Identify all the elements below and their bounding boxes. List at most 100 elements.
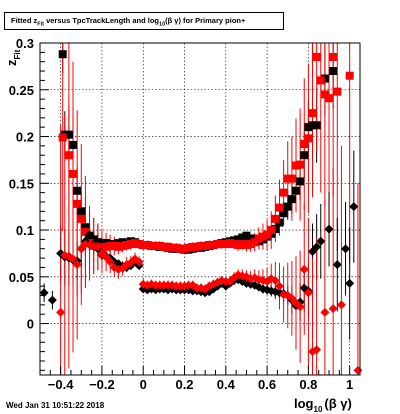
black-diamond-point — [341, 244, 351, 254]
black-square-point — [275, 218, 284, 227]
red-diamond-point — [274, 281, 284, 291]
black-diamond-point — [345, 278, 355, 288]
red-square-point — [73, 199, 82, 208]
error-bars — [43, 43, 359, 375]
red-square-point — [246, 240, 255, 249]
black-diamond-point — [349, 202, 359, 212]
black-diamond-point — [324, 224, 334, 234]
black-square-point — [271, 225, 280, 234]
black-square-point — [304, 123, 313, 132]
red-square-point — [238, 240, 247, 249]
black-square-point — [312, 121, 321, 130]
red-square-point — [64, 151, 73, 160]
red-square-point — [300, 140, 309, 149]
red-square-point — [102, 242, 111, 251]
red-square-point — [217, 240, 226, 249]
red-diamond-point — [336, 300, 346, 310]
y-tick-label: 0.3 — [16, 36, 34, 51]
red-square-point — [151, 241, 160, 250]
black-square-point — [279, 209, 288, 218]
y-tick-label: 0.05 — [9, 270, 34, 285]
black-square-point — [329, 67, 338, 76]
y-axis-label: zFit — [4, 49, 22, 66]
red-square-point — [316, 76, 325, 85]
red-square-point — [320, 90, 329, 99]
x-tick-label: 0 — [140, 377, 147, 392]
red-square-point — [325, 94, 334, 103]
red-square-point — [69, 169, 78, 178]
red-diamond-point — [328, 304, 338, 314]
red-square-point — [176, 244, 185, 253]
red-square-point — [188, 242, 197, 251]
red-square-point — [221, 240, 230, 249]
red-square-point — [242, 241, 251, 250]
red-square-point — [271, 214, 280, 223]
black-square-point — [81, 223, 90, 232]
red-square-point — [234, 241, 243, 250]
axis-ticks — [40, 42, 351, 375]
red-square-point — [180, 244, 189, 253]
black-square-point — [234, 235, 243, 244]
red-square-point — [192, 242, 201, 251]
plot-frame — [39, 42, 361, 376]
black-square-point — [69, 140, 78, 149]
black-square-point — [287, 195, 296, 204]
black-diamond-point — [85, 230, 95, 240]
red-square-point — [275, 203, 284, 212]
red-square-point — [312, 53, 321, 62]
red-diamond-point — [312, 345, 322, 355]
black-square-point — [242, 231, 251, 240]
red-square-point — [333, 87, 342, 96]
red-square-point — [106, 241, 115, 250]
y-tick-label: 0.2 — [16, 130, 34, 145]
black-diamond-point — [316, 236, 326, 246]
x-tick-label: −0.4 — [48, 377, 74, 392]
data-markers — [39, 50, 363, 375]
red-square-point — [201, 241, 210, 250]
y-tick-label: 0.15 — [9, 176, 34, 191]
x-tick-label: 0.8 — [299, 377, 317, 392]
red-diamond-point — [72, 260, 82, 270]
y-tick-label: 0.1 — [16, 223, 34, 238]
red-square-point — [130, 239, 139, 248]
y-tick-labels: 0 0.05 0.1 0.15 0.2 0.25 0.3 — [9, 36, 34, 332]
black-diamond-point — [312, 242, 322, 252]
red-square-point — [143, 241, 152, 250]
red-square-point — [184, 243, 193, 252]
black-diamond-point — [250, 280, 260, 290]
red-diamond-point — [93, 242, 103, 252]
red-square-point — [147, 241, 156, 250]
red-square-point — [329, 53, 338, 62]
black-square-point — [73, 186, 82, 195]
black-diamond-point — [332, 260, 342, 270]
red-square-point — [77, 214, 86, 223]
red-square-point — [126, 240, 135, 249]
red-square-point — [205, 241, 214, 250]
x-tick-label: −0.2 — [89, 377, 115, 392]
black-square-point — [300, 151, 309, 160]
grid-lines — [40, 42, 360, 375]
red-square-point — [258, 232, 267, 241]
black-square-point — [320, 74, 329, 83]
black-square-point — [64, 130, 73, 139]
red-diamond-point — [295, 302, 305, 312]
red-square-point — [197, 241, 206, 250]
red-square-point — [213, 240, 222, 249]
red-diamond-point — [68, 254, 78, 264]
red-square-point — [122, 241, 131, 250]
red-square-point — [225, 239, 234, 248]
black-square-point — [97, 239, 106, 248]
red-diamond-point — [134, 257, 144, 267]
black-square-point — [238, 233, 247, 242]
black-square-point — [283, 202, 292, 211]
red-square-point — [139, 241, 148, 250]
red-square-point — [118, 241, 127, 250]
red-diamond-point — [299, 264, 309, 274]
red-square-point — [110, 241, 119, 250]
x-tick-label: 0.2 — [175, 377, 193, 392]
black-square-point — [296, 177, 305, 186]
x-tick-labels: −0.4 −0.2 0 0.2 0.4 0.6 0.8 1 — [48, 377, 353, 392]
x-tick-label: 0.4 — [217, 377, 236, 392]
x-tick-label: 0.6 — [258, 377, 276, 392]
